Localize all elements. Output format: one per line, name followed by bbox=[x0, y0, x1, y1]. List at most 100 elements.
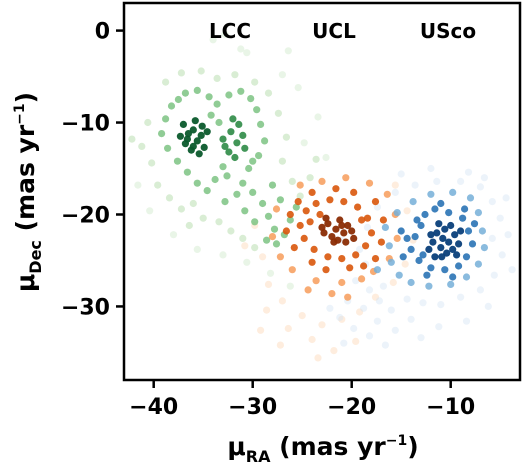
greens-point bbox=[294, 84, 302, 92]
greens-point bbox=[176, 132, 184, 140]
blues-point bbox=[427, 231, 435, 239]
oranges-point bbox=[263, 306, 271, 314]
blues-point bbox=[379, 282, 387, 290]
blues-point bbox=[403, 295, 411, 303]
blues-point bbox=[419, 299, 427, 307]
greens-point bbox=[185, 221, 193, 230]
greens-point bbox=[173, 157, 182, 165]
annotation-usco: USco bbox=[420, 19, 476, 43]
blues-point bbox=[391, 326, 399, 334]
greens-point bbox=[241, 207, 249, 215]
oranges-point bbox=[290, 244, 298, 252]
greens-point bbox=[183, 135, 191, 143]
greens-point bbox=[165, 194, 174, 202]
greens-point bbox=[243, 258, 251, 266]
blues-point bbox=[373, 317, 381, 325]
blues-point bbox=[411, 233, 419, 241]
greens-point bbox=[225, 148, 233, 156]
blues-point bbox=[445, 238, 453, 246]
greens-point bbox=[249, 157, 257, 165]
greens-point bbox=[268, 181, 277, 189]
greens-point bbox=[205, 93, 213, 101]
blues-point bbox=[375, 297, 383, 305]
blues-point bbox=[417, 334, 425, 342]
oranges-point bbox=[379, 216, 387, 224]
blues-point bbox=[340, 339, 348, 347]
greens-point bbox=[162, 115, 170, 123]
blues-point bbox=[455, 240, 463, 248]
greens-point bbox=[243, 49, 251, 57]
oranges-point bbox=[356, 308, 364, 316]
blues-point bbox=[470, 220, 479, 228]
greens-point bbox=[181, 89, 189, 97]
oranges-point bbox=[346, 264, 354, 272]
oranges-point bbox=[330, 347, 338, 355]
greens-point bbox=[221, 198, 229, 206]
blues-point bbox=[363, 223, 372, 231]
annotation-ucl: UCL bbox=[312, 19, 356, 43]
blues-point bbox=[421, 210, 429, 219]
oranges-point bbox=[320, 229, 328, 237]
blues-point bbox=[462, 317, 471, 325]
blues-point bbox=[468, 240, 477, 248]
blues-point bbox=[395, 271, 403, 279]
greens-point bbox=[278, 157, 286, 165]
blues-point bbox=[457, 227, 465, 235]
greens-point bbox=[215, 118, 223, 127]
blues-point bbox=[409, 198, 417, 206]
oranges-point bbox=[324, 253, 332, 261]
blues-point bbox=[484, 302, 492, 310]
greens-point bbox=[203, 128, 211, 136]
oranges-point bbox=[338, 255, 346, 263]
axis-ticks: −40 −30 −20 −10 0 −10 −20 −30 bbox=[61, 20, 475, 420]
blues-point bbox=[441, 225, 449, 233]
greens-point bbox=[239, 179, 247, 187]
annotation-lcc: LCC bbox=[209, 19, 251, 43]
oranges-point bbox=[363, 214, 372, 222]
greens-point bbox=[272, 240, 281, 248]
blues-point bbox=[476, 183, 484, 191]
greens-point bbox=[257, 120, 265, 128]
oranges-point bbox=[371, 198, 380, 206]
greens-point bbox=[322, 153, 330, 162]
greens-point bbox=[169, 231, 178, 239]
blues-point bbox=[438, 253, 446, 261]
greens-point bbox=[286, 216, 294, 224]
oranges-point bbox=[284, 324, 292, 333]
blues-point bbox=[437, 244, 445, 252]
greens-point bbox=[292, 203, 300, 211]
oranges-point bbox=[276, 341, 284, 349]
oranges-point bbox=[350, 234, 358, 242]
greens-point bbox=[195, 150, 203, 158]
greens-point bbox=[213, 74, 221, 82]
oranges-point bbox=[358, 275, 366, 283]
plot-frame bbox=[122, 1, 522, 382]
greens-point bbox=[200, 143, 208, 151]
oranges-point bbox=[314, 354, 322, 362]
greens-point bbox=[219, 135, 227, 143]
blues-point bbox=[356, 245, 364, 253]
greens-point bbox=[199, 214, 207, 222]
greens-point bbox=[164, 144, 172, 152]
blues-point bbox=[480, 174, 488, 182]
data-points bbox=[128, 30, 516, 362]
blues-point bbox=[461, 205, 469, 213]
greens-point bbox=[227, 128, 235, 136]
y-tick-label: −30 bbox=[61, 295, 110, 320]
greens-point bbox=[183, 168, 191, 176]
oranges-point bbox=[338, 221, 346, 230]
greens-point bbox=[231, 153, 239, 162]
greens-point bbox=[237, 87, 245, 95]
oranges-point bbox=[332, 185, 340, 193]
oranges-point bbox=[310, 245, 318, 253]
greens-point bbox=[219, 163, 227, 171]
greens-point bbox=[193, 245, 201, 253]
greens-point bbox=[296, 192, 304, 200]
greens-point bbox=[237, 45, 245, 53]
greens-point bbox=[189, 199, 197, 208]
blues-point bbox=[387, 306, 395, 314]
blues-point bbox=[433, 177, 441, 185]
blues-point bbox=[449, 188, 457, 196]
greens-point bbox=[286, 282, 294, 290]
oranges-point bbox=[328, 290, 336, 298]
